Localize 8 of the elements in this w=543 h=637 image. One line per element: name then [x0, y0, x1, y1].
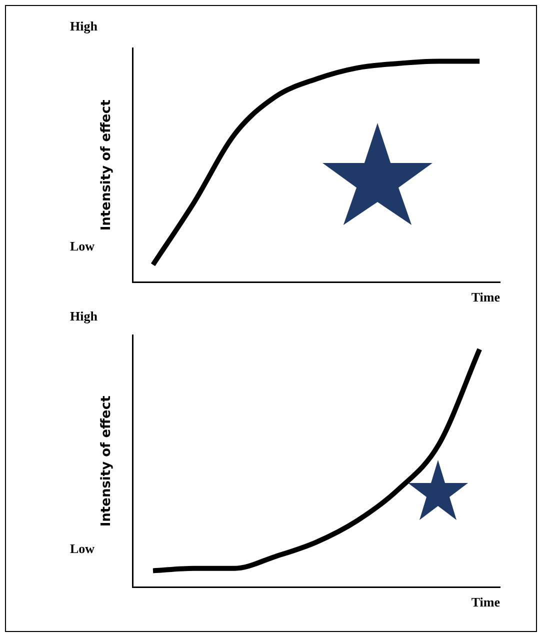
- x-axis-title: Time: [471, 290, 500, 305]
- x-axis-title: Time: [471, 594, 500, 610]
- text: Low: [70, 238, 96, 254]
- text: High: [70, 308, 98, 324]
- text: High: [70, 18, 98, 34]
- y-axis-title: Intensity of effect: [99, 100, 114, 231]
- text: Low: [70, 540, 96, 556]
- y-axis-title: Intensity of effect: [99, 396, 114, 527]
